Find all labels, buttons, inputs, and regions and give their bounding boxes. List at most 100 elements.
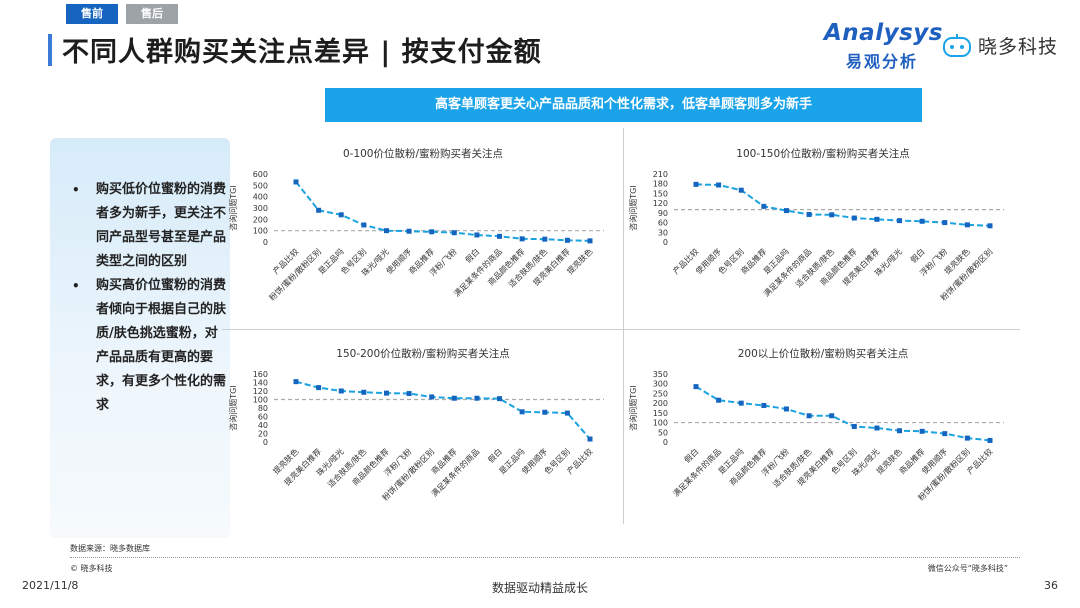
y-axis-label: 咨询问题TGI (228, 185, 238, 230)
insight-sidebar: 购买低价位蜜粉的消费者多为新手，更关注不同产品型号甚至是产品类型之间的区别 购买… (50, 138, 230, 538)
chart-panel-200-plus: 200以上价位散粉/蜜粉购买者关注点 咨询问题TGI 0 50 100 150 200 250… (622, 338, 1022, 528)
data-point (406, 391, 412, 397)
xiaoduo-logo-text: 晓多科技 (978, 36, 1059, 58)
data-point (497, 233, 503, 239)
x-category-label: 适合肤质/肤色 (325, 446, 368, 489)
copyright: © 晓多科技 (70, 564, 113, 573)
chart-title: 0-100价位散粉/蜜粉购买者关注点 (343, 147, 503, 160)
data-point (942, 220, 948, 226)
data-point (987, 223, 993, 229)
data-point (451, 395, 457, 401)
y-tick-label: 100 (653, 419, 668, 428)
analysys-logo-subtitle: 易观分析 (846, 52, 919, 71)
y-tick-label: 210 (653, 170, 668, 179)
chart-150-200-svg: 150-200价位散粉/蜜粉购买者关注点咨询问题TGI0204060801001… (228, 347, 604, 502)
data-point (451, 230, 457, 236)
data-point (829, 212, 835, 218)
y-axis-label: 咨询问题TGI (228, 385, 238, 430)
tab-aftersale[interactable]: 售后 (126, 4, 178, 24)
chart-title: 200以上价位散粉/蜜粉购买者关注点 (738, 347, 909, 360)
data-point (587, 238, 593, 244)
y-tick-label: 100 (253, 396, 268, 405)
data-point (716, 397, 722, 403)
data-point (429, 394, 435, 400)
data-point (783, 208, 789, 214)
y-tick-label: 150 (653, 189, 668, 198)
y-tick-label: 300 (653, 380, 668, 389)
y-tick-label: 30 (658, 228, 668, 237)
wechat-account: 微信公众号“晓多科技” (927, 564, 1008, 573)
data-point (338, 212, 344, 218)
data-point (716, 182, 722, 188)
tab-presale[interactable]: 售前 (66, 4, 118, 24)
x-category-label: 适合肤质/肤色 (506, 246, 549, 289)
data-point (761, 203, 767, 209)
data-point (738, 400, 744, 406)
data-point (519, 236, 525, 242)
data-point (564, 410, 570, 416)
data-point (942, 431, 948, 437)
data-point (851, 423, 857, 429)
y-tick-label: 0 (663, 438, 668, 447)
data-point (851, 215, 857, 221)
data-point (761, 402, 767, 408)
data-point (738, 187, 744, 193)
data-point (383, 390, 389, 396)
x-category-label: 假白 (463, 246, 481, 264)
data-point (361, 222, 367, 228)
y-tick-label: 50 (658, 428, 668, 437)
data-point (542, 236, 548, 242)
summary-banner: 高客单顾客更关心产品品质和个性化需求，低客单顾客则多为新手 (325, 88, 922, 122)
x-category-label: 假白 (908, 246, 926, 264)
data-point (783, 406, 789, 412)
y-tick-label: 400 (253, 193, 268, 202)
data-point (874, 425, 880, 431)
data-point (987, 437, 993, 443)
y-tick-label: 200 (653, 399, 668, 408)
data-point (474, 232, 480, 238)
y-tick-label: 40 (258, 421, 268, 430)
insight-item-low-price: 购买低价位蜜粉的消费者多为新手，更关注不同产品型号甚至是产品类型之间的区别 (62, 178, 226, 274)
page-number: 36 (1044, 579, 1058, 592)
data-point (361, 389, 367, 395)
y-tick-label: 140 (253, 379, 268, 388)
data-point (519, 409, 525, 415)
insight-list: 购买低价位蜜粉的消费者多为新手，更关注不同产品型号甚至是产品类型之间的区别 购买… (62, 178, 226, 418)
x-category-label: 假白 (486, 446, 504, 464)
series-line (695, 183, 991, 227)
y-axis-label: 咨询问题TGI (628, 185, 638, 230)
series-line (695, 385, 991, 442)
data-point (919, 218, 925, 224)
y-tick-label: 0 (663, 238, 668, 247)
x-category-label: 适合肤质/肤色 (771, 446, 814, 489)
analysys-logo-wordmark: Analysys (824, 20, 943, 46)
y-tick-label: 120 (253, 387, 268, 396)
data-point (293, 179, 299, 185)
data-point (964, 435, 970, 441)
y-tick-label: 180 (653, 180, 668, 189)
data-point (564, 237, 570, 243)
data-point (693, 384, 699, 390)
panel-divider-vertical (623, 128, 624, 524)
y-tick-label: 600 (253, 170, 268, 179)
y-axis-label: 咨询问题TGI (628, 385, 638, 430)
y-tick-label: 100 (253, 227, 268, 236)
insight-item-high-price: 购买高价位蜜粉的消费者倾向于根据自己的肤质/肤色挑选蜜粉，对产品品质有更高的要求… (62, 274, 226, 418)
chart-title: 150-200价位散粉/蜜粉购买者关注点 (336, 347, 509, 360)
footer-divider (70, 557, 1020, 558)
data-point (293, 379, 299, 385)
y-tick-label: 60 (658, 219, 668, 228)
series-line (295, 380, 591, 440)
report-date: 2021/11/8 (22, 579, 79, 592)
data-point (316, 207, 322, 213)
data-point (542, 409, 548, 415)
page-title: 不同人群购买关注点差异 | 按支付金额 (62, 37, 542, 68)
y-tick-label: 200 (253, 215, 268, 224)
panel-divider-horizontal (222, 329, 1020, 330)
data-point (338, 388, 344, 394)
data-point (474, 395, 480, 401)
chart-title: 100-150价位散粉/蜜粉购买者关注点 (736, 147, 909, 160)
y-tick-label: 20 (258, 430, 268, 439)
view-tabs: 售前 售后 (66, 4, 178, 24)
